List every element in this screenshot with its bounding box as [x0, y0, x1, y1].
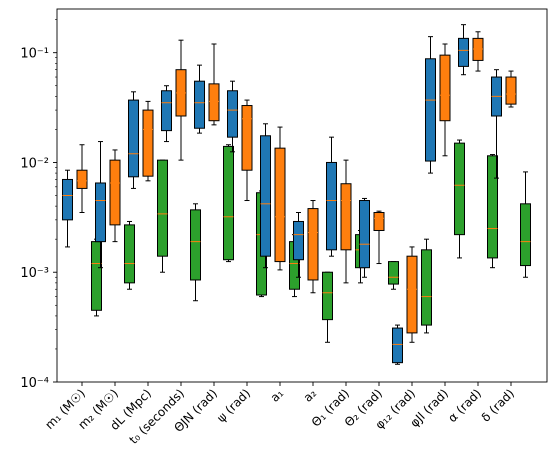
box-group	[458, 24, 498, 269]
box-body	[340, 183, 352, 251]
box-body	[62, 178, 73, 221]
box-body	[109, 159, 121, 226]
box-body	[227, 90, 238, 138]
box-body	[124, 224, 135, 284]
box-body	[487, 155, 498, 259]
box-body	[260, 135, 271, 257]
box-body	[322, 271, 333, 321]
box-body	[241, 105, 253, 171]
box-body	[142, 109, 154, 177]
box-body	[157, 159, 168, 257]
boxes-layer	[62, 24, 531, 365]
box-group	[95, 141, 135, 290]
y-tick-label: 10⁻²	[20, 156, 49, 171]
box-group	[392, 238, 432, 365]
box-body	[406, 255, 418, 334]
box-body	[421, 249, 432, 326]
box-body	[373, 212, 385, 231]
box-body	[128, 99, 139, 178]
box-body	[388, 261, 399, 285]
box-body	[392, 327, 403, 364]
box-body	[190, 209, 201, 281]
box-body	[95, 182, 106, 243]
box-body	[274, 147, 286, 263]
box-body	[458, 37, 469, 67]
box-body	[520, 203, 531, 267]
box-body	[223, 145, 234, 261]
box-body	[425, 58, 436, 162]
box-group	[161, 39, 201, 302]
box-body	[326, 161, 337, 251]
y-tick-label: 10⁻¹	[20, 47, 49, 62]
y-tick-label: 10⁻⁴	[20, 376, 49, 391]
y-tick-label: 10⁻³	[20, 266, 49, 281]
box-body	[439, 54, 451, 122]
box-group	[128, 91, 168, 273]
box-body	[307, 208, 319, 281]
box-group	[491, 69, 531, 278]
box-group	[194, 43, 234, 263]
box-body	[76, 169, 88, 189]
box-group	[62, 144, 102, 317]
box-group	[293, 200, 333, 343]
box-body	[161, 90, 172, 132]
box-body	[293, 220, 304, 261]
box-body	[194, 80, 205, 129]
box-body	[208, 83, 220, 122]
box-group	[425, 36, 465, 259]
box-group	[359, 197, 399, 290]
box-body	[454, 142, 465, 236]
box-body	[359, 200, 370, 269]
box-body	[505, 76, 517, 105]
